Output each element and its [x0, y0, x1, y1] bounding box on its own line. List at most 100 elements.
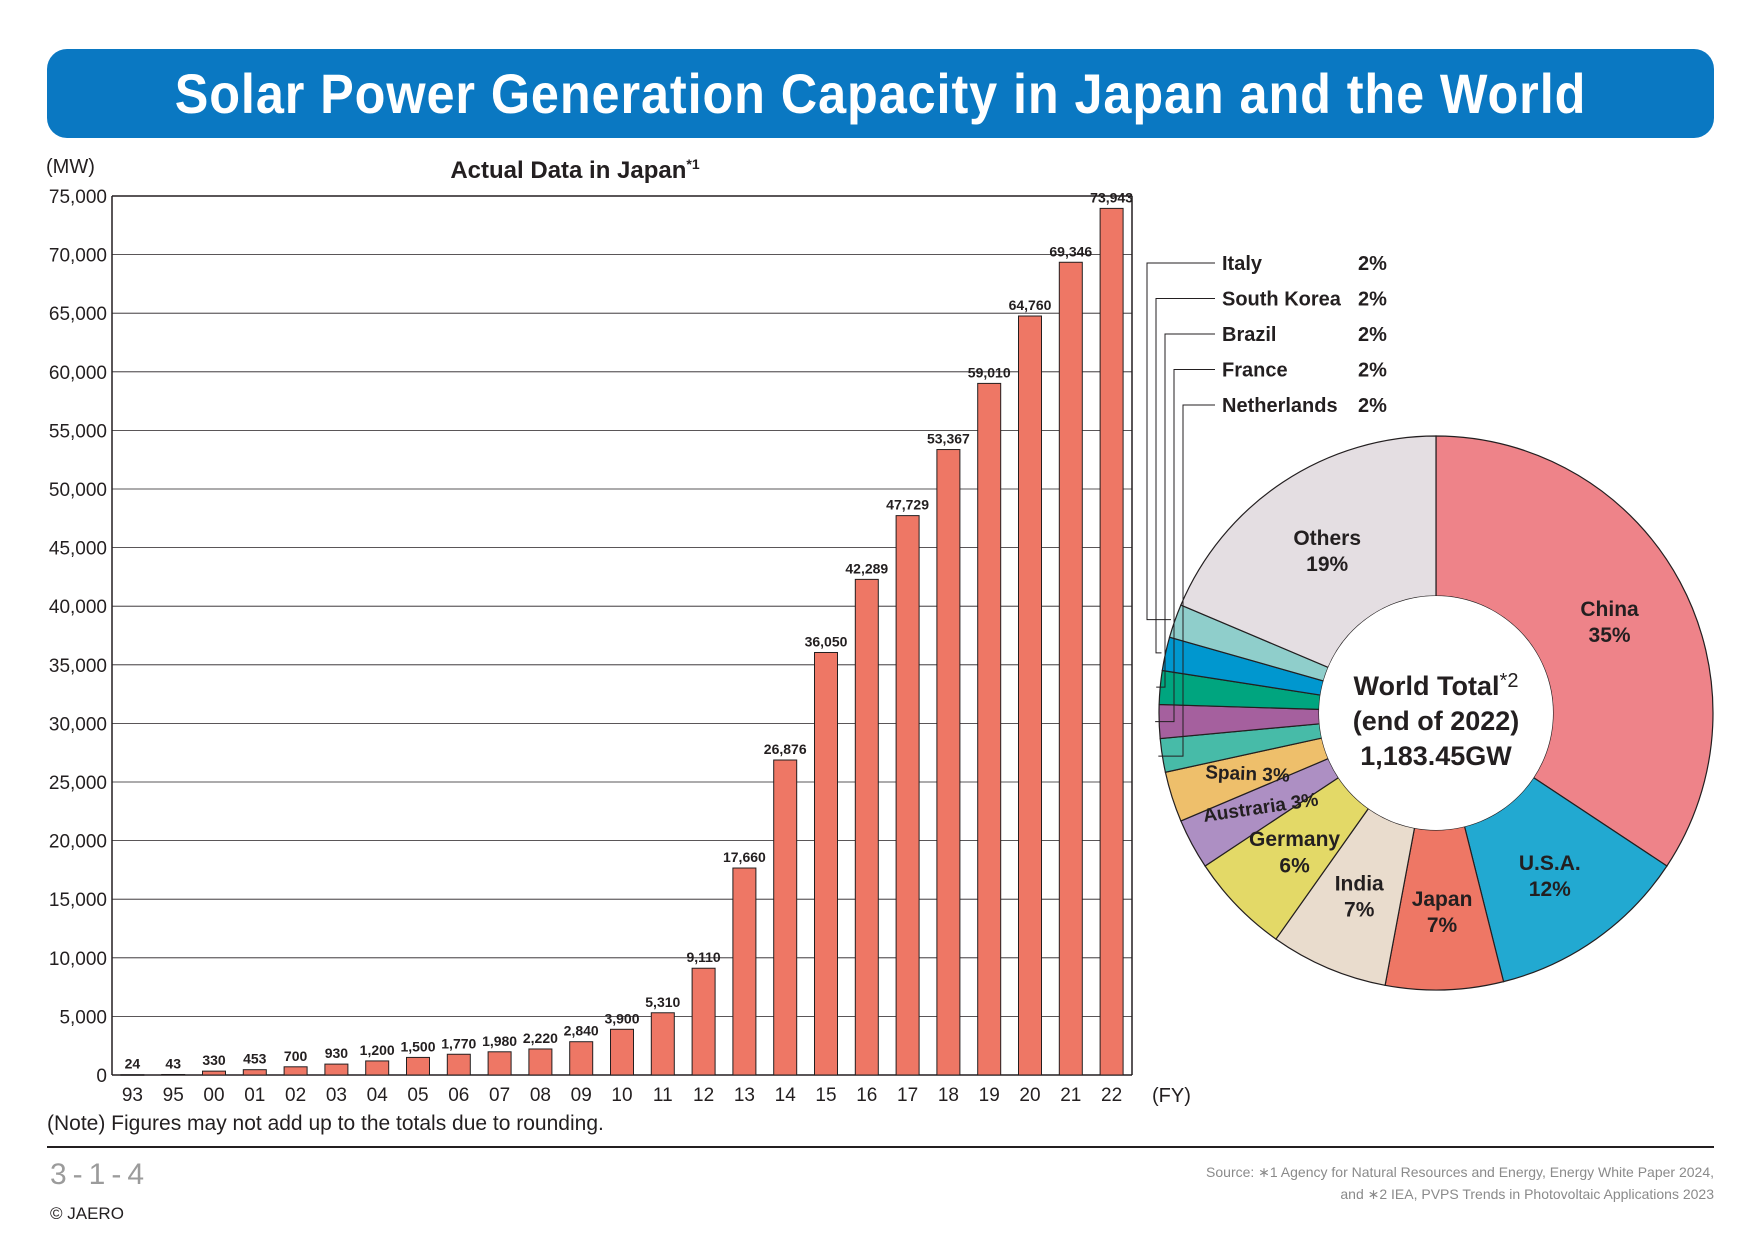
x-tick-label: 16 [856, 1085, 877, 1106]
x-tick-label: 02 [285, 1085, 306, 1106]
source-line-1: Source: ∗1 Agency for Natural Resources … [1206, 1164, 1714, 1180]
bar-value-label: 453 [243, 1051, 267, 1067]
leader-line [1156, 333, 1215, 688]
x-tick-label: 12 [693, 1085, 714, 1106]
y-tick-label: 10,000 [49, 949, 107, 970]
x-tick-label: 04 [367, 1085, 389, 1106]
world-donut-chart: Italy 2% South Korea 2% Brazil 2% France 2% Neth… [1146, 253, 1714, 991]
bar [283, 1066, 308, 1076]
bar-value-label: 36,050 [805, 633, 848, 649]
world-total-label: World Total*2 [1354, 670, 1519, 701]
footer-divider [47, 1146, 1714, 1148]
y-tick-label: 70,000 [49, 246, 107, 267]
bar [691, 967, 716, 1076]
leader-line [1155, 369, 1215, 723]
x-tick-label: 15 [815, 1085, 836, 1106]
bar [650, 1012, 675, 1076]
bar [569, 1041, 594, 1076]
side-label-percent: 2% [1358, 289, 1387, 311]
bar [406, 1056, 430, 1076]
x-tick-label: 95 [163, 1085, 184, 1106]
x-axis-unit-label: (FY) [1152, 1085, 1191, 1107]
bar-value-label: 1,200 [360, 1042, 395, 1058]
x-tick-label: 19 [979, 1085, 1000, 1106]
y-tick-label: 0 [96, 1066, 107, 1087]
bar-value-label: 64,760 [1009, 297, 1052, 313]
leader-line [1146, 262, 1215, 621]
bar-value-label: 42,289 [845, 560, 888, 576]
y-tick-label: 35,000 [49, 656, 107, 677]
slice-label: India 7% [1335, 872, 1384, 921]
x-tick-label: 07 [489, 1085, 510, 1106]
bar [324, 1063, 349, 1076]
bar [854, 578, 879, 1076]
world-total-date: (end of 2022) [1353, 706, 1520, 736]
bar-value-label: 17,660 [723, 849, 766, 865]
x-tick-label: 17 [897, 1085, 918, 1106]
source-line-2: and ∗2 IEA, PVPS Trends in Photovoltaic … [1340, 1186, 1714, 1202]
bar [1018, 315, 1042, 1076]
title-banner: Solar Power Generation Capacity in Japan… [47, 49, 1714, 138]
bar-value-label: 24 [125, 1056, 141, 1072]
bar-value-label: 5,310 [645, 994, 680, 1010]
side-label-percent: 2% [1358, 360, 1387, 382]
donut-slices [1158, 435, 1714, 991]
y-tick-label: 75,000 [49, 187, 107, 208]
bar [977, 382, 1002, 1076]
bar-value-label: 26,876 [764, 741, 807, 757]
leader-line [1158, 404, 1215, 757]
slice-label: Spain 3% [1205, 762, 1290, 786]
bar-value-label: 59,010 [968, 364, 1011, 380]
side-label-name: Italy [1222, 253, 1263, 275]
bar-value-label: 69,346 [1049, 243, 1092, 259]
bar-value-label: 9,110 [686, 949, 720, 965]
x-tick-label: 18 [938, 1085, 959, 1106]
small-slice-leader-lines: Italy 2% South Korea 2% Brazil 2% France 2% Neth… [1146, 253, 1387, 757]
japan-bar-chart: (MW) Actual Data in Japan*1 0 5,000 10,000… [46, 156, 1191, 1107]
bar [161, 1073, 186, 1076]
y-tick-label: 30,000 [49, 714, 107, 735]
side-label-percent: 2% [1358, 324, 1387, 346]
x-tick-label: 10 [611, 1085, 632, 1106]
x-tick-label: 21 [1060, 1085, 1081, 1106]
side-label-name: France [1222, 360, 1288, 382]
slice-label: Japan 7% [1412, 888, 1473, 937]
x-tick-label: 03 [326, 1085, 347, 1106]
bar [120, 1074, 145, 1076]
side-label-percent: 2% [1358, 253, 1387, 275]
bar-value-label: 3,900 [604, 1010, 639, 1026]
bar-value-label: 43 [165, 1055, 181, 1071]
bar [936, 449, 961, 1076]
y-tick-label: 65,000 [49, 304, 107, 325]
x-tick-label: 08 [530, 1085, 551, 1106]
rounding-note: (Note) Figures may not add up to the tot… [47, 1112, 604, 1135]
bar-value-label: 330 [202, 1052, 226, 1068]
bar [1058, 261, 1083, 1076]
bar-value-label: 2,220 [523, 1030, 558, 1046]
x-tick-label: 11 [653, 1085, 673, 1106]
x-tick-label: 22 [1101, 1085, 1122, 1106]
y-tick-label: 40,000 [49, 597, 107, 618]
bar [610, 1028, 634, 1076]
x-tick-label: 01 [244, 1085, 265, 1106]
side-label-name: South Korea [1222, 289, 1342, 311]
side-label-name: Netherlands [1222, 395, 1338, 417]
page-title: Solar Power Generation Capacity in Japan… [174, 62, 1587, 125]
bar-chart-title: Actual Data in Japan*1 [450, 156, 700, 184]
world-total-value: 1,183.45GW [1360, 741, 1512, 771]
y-tick-label: 25,000 [49, 773, 107, 794]
bar-value-label: 53,367 [927, 431, 970, 447]
y-tick-label: 15,000 [49, 890, 107, 911]
bar-value-label: 700 [284, 1048, 308, 1064]
slice-label: Germany 6% [1249, 828, 1340, 877]
x-tick-labels: 93 95 00 01 02 03 04 05 06 07 08 09 10 11 12 13 14 15 16 17… [122, 1085, 1122, 1106]
bar [1099, 207, 1124, 1076]
bars [120, 207, 1124, 1076]
slice-label: U.S.A. 12% [1519, 852, 1581, 901]
x-tick-label: 05 [407, 1085, 428, 1106]
bar [365, 1060, 390, 1076]
bar-value-label: 1,980 [482, 1033, 517, 1049]
value-labels: 24 43 330 453 700 930 1,200 1,500 1,770 1,980 2,22… [125, 189, 1134, 1071]
figure-code: 3-1-4 [50, 1158, 151, 1191]
